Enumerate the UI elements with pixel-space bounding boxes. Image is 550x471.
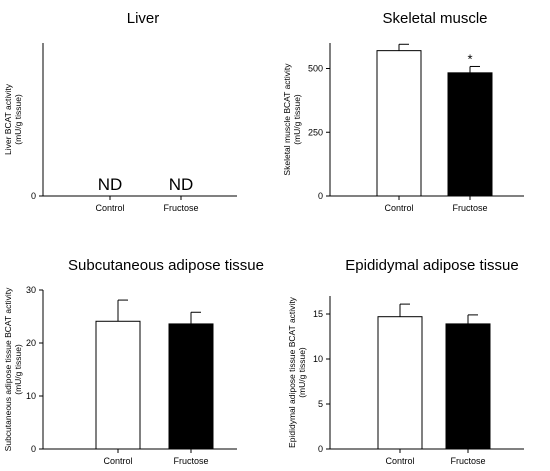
x-tick-label: Control — [95, 203, 124, 213]
y-tick-label: 0 — [31, 191, 36, 201]
bar-control — [95, 320, 141, 450]
x-tick-label: Control — [384, 203, 413, 213]
panel-liver: Liver 0 Liver BCAT activity (mU/g tissue) C… — [3, 10, 237, 213]
chart-title: Subcutaneous adipose tissue — [68, 257, 264, 274]
bar-control — [376, 50, 422, 197]
y-axis-label: Liver BCAT activity — [3, 83, 13, 155]
y-tick-label: 10 — [313, 354, 323, 364]
chart-title: Epididymal adipose tissue — [345, 257, 518, 274]
y-tick-label: 0 — [318, 444, 323, 454]
panel-epididymal-adipose-tissue: Epididymal adipose tissue 0 5 10 15 Epididym… — [287, 257, 524, 466]
y-tick-label: 0 — [318, 191, 323, 201]
bar-fructose — [168, 323, 214, 450]
y-axis-label: Subcutaneous adipose tissue BCAT activit… — [3, 287, 13, 451]
chart-title: Skeletal muscle — [382, 10, 487, 27]
y-axis-label: (mU/g tissue) — [13, 94, 23, 145]
y-tick-label: 10 — [26, 391, 36, 401]
y-axis-label: (mU/g tissue) — [292, 94, 302, 145]
y-tick-label: 15 — [313, 309, 323, 319]
y-axis-label: (mU/g tissue) — [13, 344, 23, 395]
x-tick-label: Fructose — [450, 456, 485, 466]
y-tick-label: 0 — [31, 444, 36, 454]
chart-title: Liver — [127, 10, 160, 27]
y-tick-label: 30 — [26, 285, 36, 295]
y-axis-label: Epididymal adipose tissue BCAT activity — [287, 296, 297, 448]
x-tick-label: Fructose — [452, 203, 487, 213]
x-tick-label: Control — [103, 456, 132, 466]
y-axis-label: Skeletal muscle BCAT activity — [282, 63, 292, 176]
y-tick-label: 500 — [308, 64, 323, 74]
x-tick-label: Control — [385, 456, 414, 466]
not-detected-label: ND — [169, 175, 194, 194]
bar-fructose — [447, 72, 493, 197]
y-axis-label: (mU/g tissue) — [297, 347, 307, 398]
bar-fructose — [445, 323, 491, 450]
significance-marker: * — [467, 51, 472, 66]
x-tick-label: Fructose — [163, 203, 198, 213]
panel-skeletal-muscle: Skeletal muscle 0 250 500 Skeletal muscle B… — [282, 10, 524, 213]
not-detected-label: ND — [98, 175, 123, 194]
bar-control — [377, 316, 423, 450]
panel-subcutaneous-adipose-tissue: Subcutaneous adipose tissue 0 10 20 30 Subcu… — [3, 257, 264, 466]
x-tick-label: Fructose — [173, 456, 208, 466]
y-tick-label: 5 — [318, 399, 323, 409]
y-tick-label: 20 — [26, 338, 36, 348]
y-tick-label: 250 — [308, 127, 323, 137]
